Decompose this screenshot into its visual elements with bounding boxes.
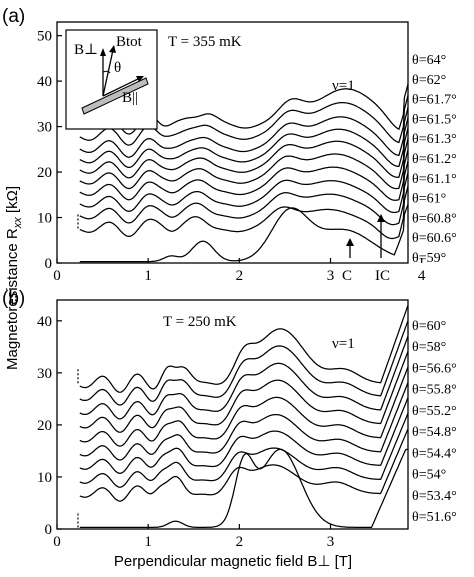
legend-entry-a-1: θ=62° — [412, 73, 446, 88]
x-axis-title: Perpendicular magnetic field B⊥ [T] — [114, 553, 352, 570]
series-line-a-1 — [79, 95, 409, 146]
series-line-b-4 — [79, 366, 409, 447]
legend-entry-a-5: θ=61.2° — [412, 152, 457, 167]
legend-entry-a-8: θ=60.8° — [412, 211, 457, 226]
y-tick-label: 0 — [45, 522, 53, 538]
inset-b-tot-arrow — [102, 49, 114, 97]
legend-entry-a-2: θ=61.7° — [412, 93, 457, 108]
series-line-b-0 — [79, 304, 409, 393]
legend-entry-a-3: θ=61.5° — [412, 112, 457, 127]
y-axis-title: Magnetoresistance Rxx [kΩ] — [4, 186, 24, 370]
series-line-a-4 — [79, 127, 409, 179]
legend-entry-b-2: θ=56.6° — [412, 361, 457, 376]
series-line-a-10 — [79, 204, 409, 263]
inset-b-perp-head — [100, 48, 106, 56]
y-tick-label: 30 — [37, 366, 52, 382]
inset-sample-bar — [81, 77, 149, 115]
panel-b-curves — [77, 304, 409, 529]
legend-entry-a-10: θ=59° — [412, 251, 446, 266]
y-tick-label: 40 — [37, 314, 52, 330]
series-line-a-0 — [79, 83, 409, 135]
series-line-a-3 — [79, 117, 409, 169]
panel-a-temperature: T = 355 mK — [168, 34, 242, 50]
panel-a-arrow-ic: IC — [375, 214, 390, 284]
inset-theta-label: θ — [114, 60, 121, 76]
series-line-b-8 — [79, 428, 409, 502]
series-line-b-9 — [79, 448, 408, 529]
x-tick-label: 2 — [236, 534, 244, 550]
x-tick-label: 2 — [236, 268, 244, 284]
panel-a-arrow-c: C — [342, 238, 354, 284]
series-line-b-3 — [79, 351, 409, 433]
legend-entry-b-9: θ=51.6° — [412, 510, 457, 525]
x-tick-label: 3 — [327, 268, 335, 284]
y-tick-label: 30 — [37, 120, 52, 136]
inset-b-tot-head — [109, 45, 116, 53]
series-line-b-1 — [79, 320, 409, 406]
panel-a-inset: B⊥ Btot θ B|| — [65, 29, 158, 130]
legend-entry-a-4: θ=61.3° — [412, 132, 457, 147]
legend-entry-b-8: θ=53.4° — [412, 489, 457, 504]
series-line-a-6 — [79, 149, 409, 201]
legend-entry-b-4: θ=55.2° — [412, 404, 457, 419]
arrow-c-label: C — [342, 268, 352, 284]
x-tick-label: 0 — [53, 268, 61, 284]
panel-b-temperature: T = 250 mK — [163, 314, 237, 330]
x-tick-label: 3 — [327, 534, 335, 550]
legend-entry-b-5: θ=54.8° — [412, 425, 457, 440]
panel-b-label: (b) — [2, 288, 25, 309]
legend-entry-a-0: θ=64° — [412, 53, 446, 68]
inset-b-par-label: B|| — [122, 90, 138, 106]
legend-entry-b-7: θ=54° — [412, 468, 446, 483]
x-tick-label: 4 — [418, 268, 426, 284]
legend-entry-b-3: θ=55.8° — [412, 383, 457, 398]
inset-b-perp-label: B⊥ — [74, 42, 98, 58]
x-tick-label: 1 — [144, 534, 152, 550]
series-line-a-8 — [79, 172, 409, 226]
y-tick-label: 50 — [37, 29, 52, 45]
y-tick-label: 20 — [37, 418, 52, 434]
y-tick-label: 10 — [37, 211, 52, 227]
series-line-b-5 — [79, 382, 409, 461]
inset-theta-arc — [102, 70, 111, 74]
y-tick-label: 20 — [37, 165, 52, 181]
inset-b-tot-label: Btot — [116, 34, 143, 50]
series-line-a-7 — [79, 160, 409, 214]
legend-entry-a-6: θ=61.1° — [412, 172, 457, 187]
x-tick-label: 1 — [144, 268, 152, 284]
arrow-ic-label: IC — [375, 268, 390, 284]
series-line-a-9 — [79, 185, 409, 240]
series-line-a-2 — [79, 107, 409, 158]
legend-entry-a-7: θ=61° — [412, 192, 446, 207]
x-tick-label: 0 — [53, 534, 61, 550]
legend-entry-a-9: θ=60.6° — [412, 231, 457, 246]
y-tick-label: 40 — [37, 74, 52, 90]
y-axis-title-sub: xx — [12, 217, 24, 230]
inset-b-par-head — [136, 76, 144, 82]
legend-entry-b-0: θ=60° — [412, 319, 446, 334]
legend-entry-b-1: θ=58° — [412, 340, 446, 355]
inset-b-par-arrow — [102, 77, 141, 97]
series-line-b-2 — [79, 335, 409, 420]
panel-b-nu-label: ν=1 — [332, 336, 355, 352]
panel-b-theta-labels: θ=60° θ=58° θ=56.6° θ=55.8° θ=55.2° θ=54.8° θ=… — [412, 319, 457, 525]
series-line-b-7 — [79, 412, 409, 488]
legend-entry-b-6: θ=54.4° — [412, 446, 457, 461]
panel-a-frame — [56, 21, 409, 264]
y-tick-label: 10 — [37, 470, 52, 486]
panel-a-theta-labels: θ=64° θ=62° θ=61.7° θ=61.5° θ=61.3° θ=61.2° θ=… — [412, 53, 457, 266]
series-line-a-5 — [79, 138, 409, 190]
panel-a-label: (a) — [2, 6, 25, 27]
panel-a-curves — [77, 83, 409, 263]
y-tick-label: 0 — [45, 256, 53, 272]
series-line-b-6 — [79, 397, 409, 474]
